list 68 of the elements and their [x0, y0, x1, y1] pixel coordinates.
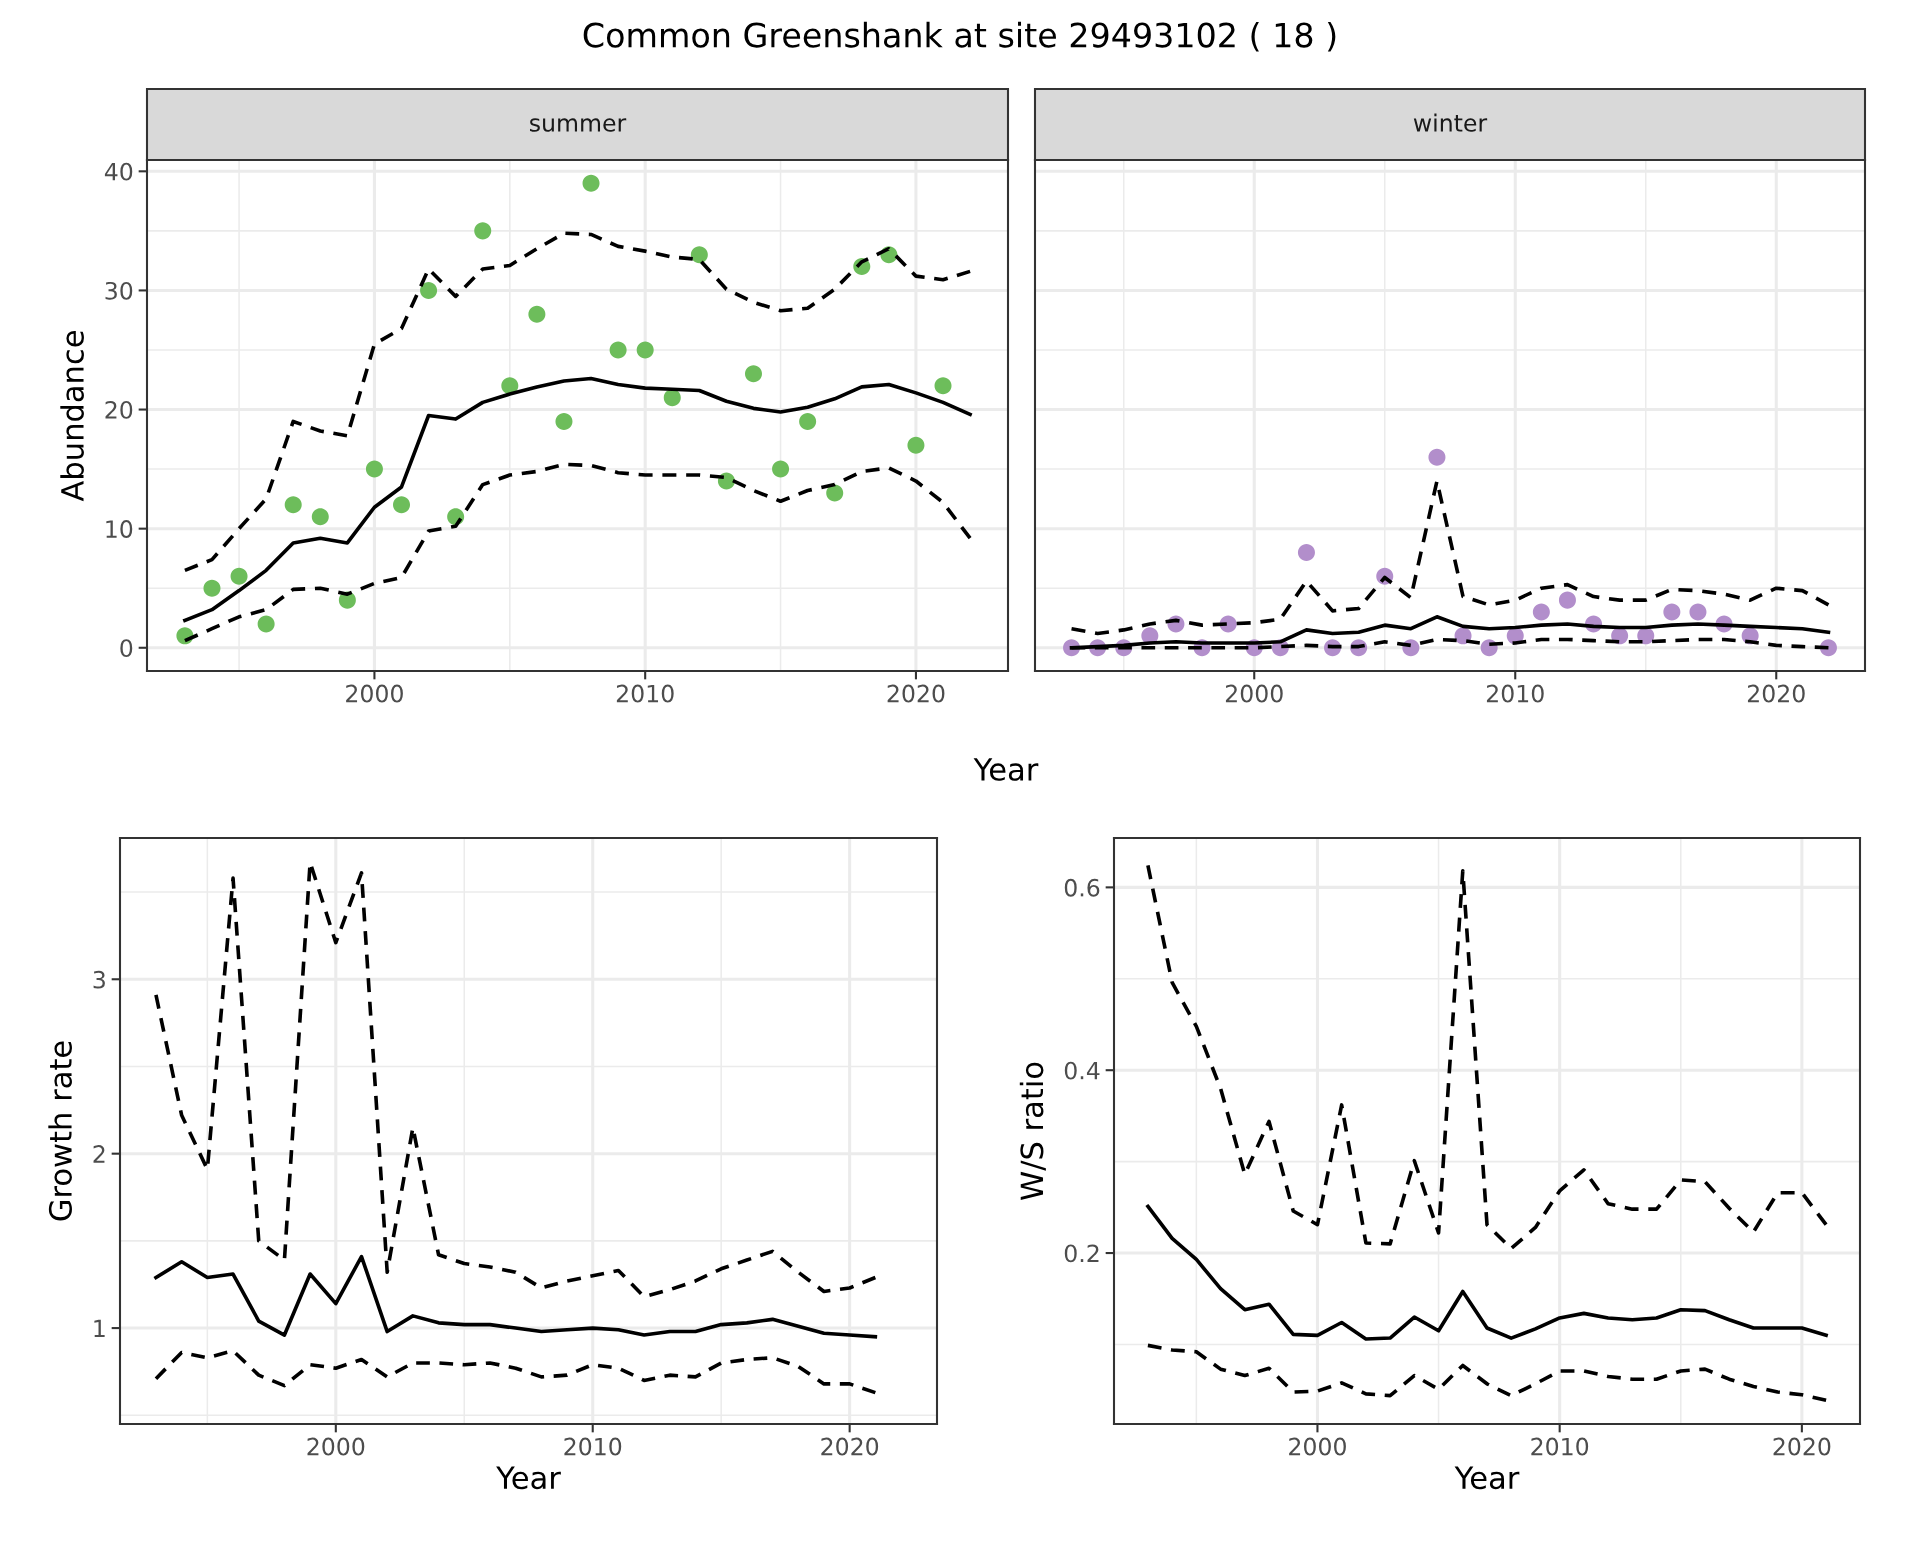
y-tick-label: 3: [93, 970, 105, 989]
point: [203, 579, 221, 597]
point: [1663, 603, 1681, 621]
point: [257, 615, 275, 633]
point: [663, 389, 681, 407]
line-series: [1146, 1343, 1828, 1403]
point: [1689, 603, 1707, 621]
point: [636, 341, 654, 359]
line-series: [1146, 863, 1828, 1251]
y-tick-label: 0.2: [1064, 1244, 1099, 1263]
x-tick-label: 2010: [1531, 1437, 1589, 1456]
y-tick-label: 30: [105, 281, 133, 300]
y-axis-title: Growth rate: [48, 1041, 72, 1221]
x-tick-label: 2020: [1773, 1437, 1831, 1456]
point: [826, 484, 844, 502]
point: [744, 365, 762, 383]
x-tick-label: 2010: [1486, 684, 1544, 703]
point: [609, 341, 627, 359]
x-tick-label: 2010: [616, 684, 674, 703]
point: [1297, 543, 1315, 561]
point: [284, 496, 302, 514]
point: [230, 567, 248, 585]
x-axis-title: Year: [973, 758, 1039, 781]
y-axis-title: W/S ratio: [1019, 1062, 1046, 1201]
line-series: [183, 376, 972, 623]
y-axis-title: Abundance: [60, 331, 84, 502]
point: [311, 508, 329, 526]
point: [799, 412, 817, 430]
point: [934, 377, 952, 395]
chart-subtitle: winter: [1413, 113, 1488, 132]
x-axis-title: Year: [496, 1466, 561, 1490]
point: [365, 460, 383, 478]
point: [1558, 591, 1576, 609]
point: [501, 377, 519, 395]
point: [474, 222, 492, 240]
y-tick-label: 2: [93, 1145, 105, 1163]
y-tick-label: 40: [104, 162, 133, 181]
chart-subtitle: summer: [530, 118, 627, 132]
point: [1532, 603, 1550, 621]
x-tick-label: 2000: [307, 1437, 365, 1456]
point: [393, 496, 411, 514]
x-tick-label: 2020: [887, 684, 945, 703]
chart-title: Common Greenshank at site 29493102 ( 18 ): [583, 21, 1336, 52]
x-axis-title: Year: [1454, 1466, 1520, 1490]
x-tick-label: 2000: [1289, 1437, 1346, 1456]
y-tick-label: 10: [106, 520, 133, 538]
point: [772, 460, 790, 478]
y-tick-label: 0.6: [1064, 878, 1100, 897]
line-series: [154, 1348, 878, 1395]
x-tick-label: 2020: [821, 1437, 879, 1456]
y-tick-label: 0.4: [1064, 1061, 1100, 1080]
point: [582, 174, 600, 192]
y-tick-label: 20: [105, 400, 133, 419]
line-series: [1146, 1204, 1828, 1341]
point: [1428, 448, 1446, 466]
point: [555, 412, 573, 430]
y-tick-label: 0: [120, 639, 133, 658]
x-tick-label: 2010: [564, 1437, 622, 1456]
line-series: [183, 231, 972, 573]
y-tick-label: 1: [94, 1319, 105, 1338]
x-tick-label: 2020: [1747, 684, 1805, 703]
point: [690, 246, 708, 264]
x-tick-label: 2000: [1225, 684, 1283, 703]
point: [420, 281, 438, 299]
x-tick-label: 2000: [346, 684, 403, 703]
line-series: [154, 1254, 878, 1339]
point: [528, 305, 546, 323]
point: [907, 436, 925, 454]
